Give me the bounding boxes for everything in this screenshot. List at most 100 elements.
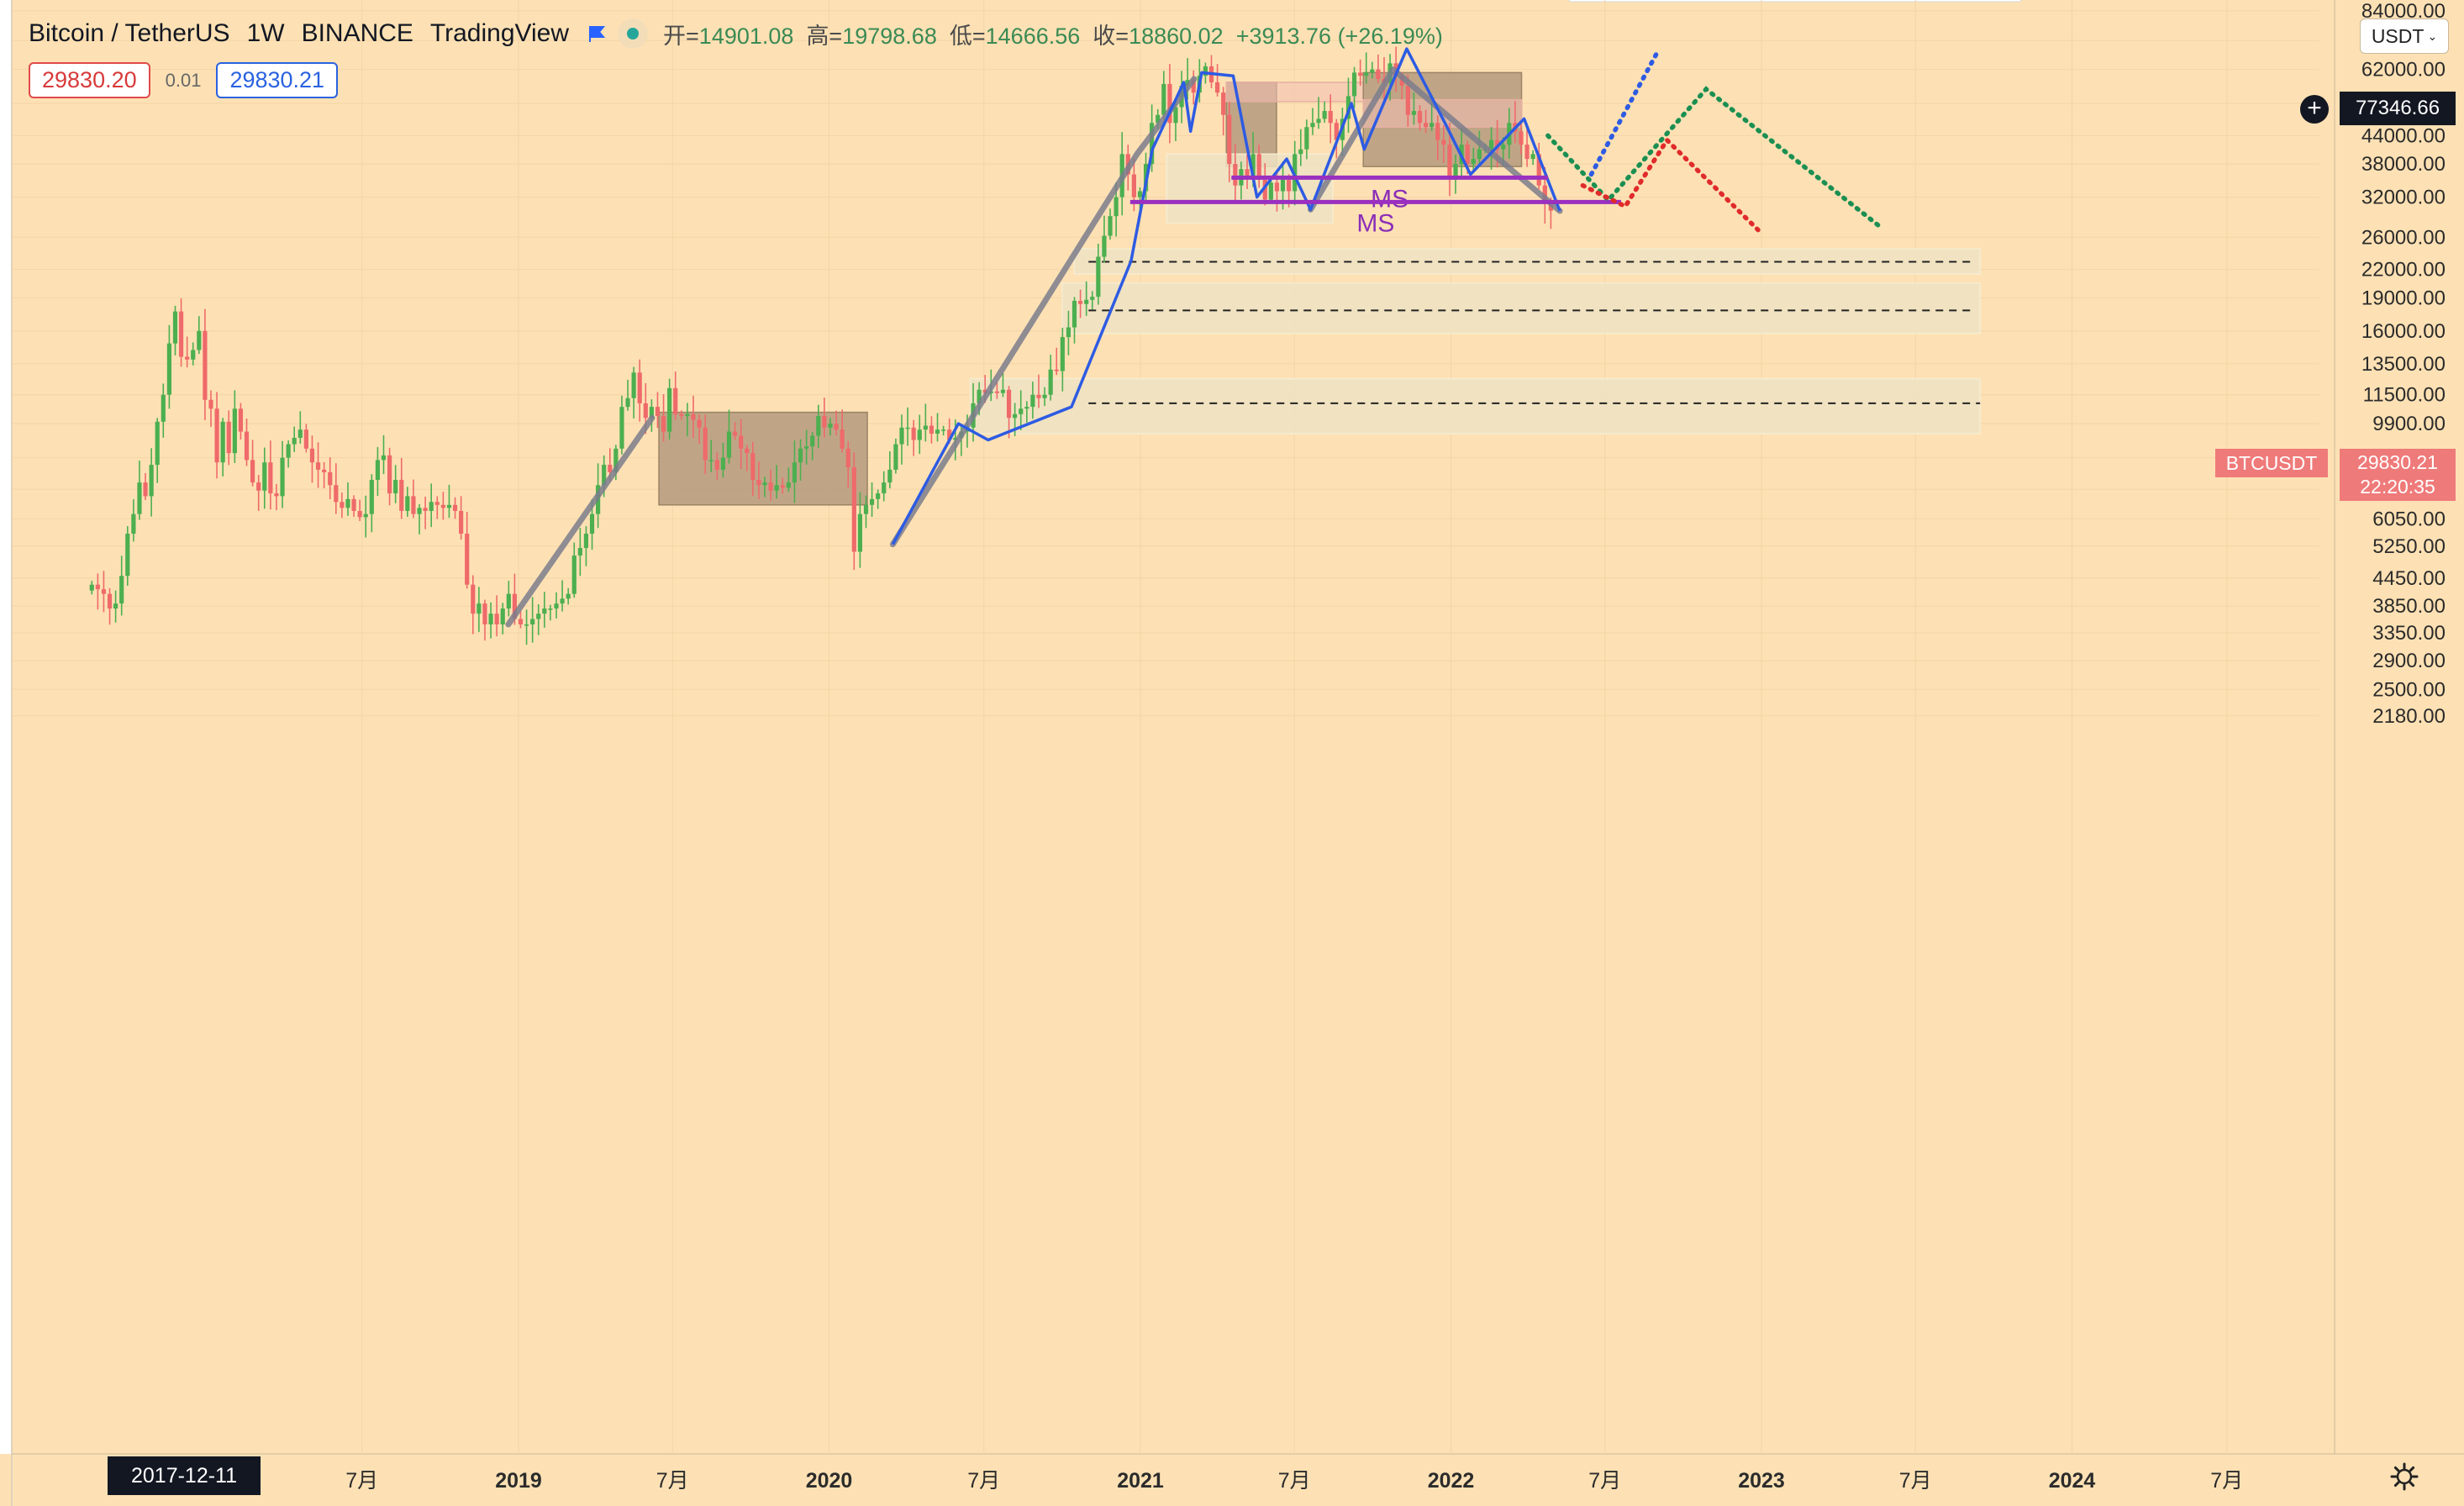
- price-axis-background: [2319, 0, 2464, 1454]
- candle-body: [471, 584, 476, 614]
- candle-body: [1405, 85, 1410, 115]
- candle-body: [423, 508, 428, 511]
- candle-body: [1530, 154, 1535, 160]
- projection-paths[interactable]: [1545, 49, 1882, 233]
- candle-body: [863, 504, 869, 514]
- time-axis-background: [0, 1454, 2464, 1506]
- candle-body: [1471, 159, 1476, 165]
- candle-body: [518, 619, 524, 625]
- candle-body: [1280, 180, 1286, 192]
- candle-body: [530, 619, 535, 625]
- high-label: 高=: [806, 23, 843, 49]
- zones: [658, 71, 1981, 506]
- price-tick-label: 2180.00: [2372, 705, 2446, 728]
- candle-body: [571, 556, 577, 594]
- currency-label: USDT: [2371, 24, 2425, 47]
- candle-body: [1310, 123, 1315, 128]
- time-tick-label: 7月: [1588, 1469, 1621, 1493]
- candle-body: [387, 455, 392, 494]
- candle-body: [882, 482, 887, 494]
- candle-body: [869, 498, 875, 505]
- close-label: 收=: [1092, 23, 1129, 49]
- time-tick-label: 2021: [1117, 1469, 1164, 1493]
- symbol-name[interactable]: Bitcoin / TetherUS: [29, 19, 230, 47]
- candle-body: [560, 598, 565, 604]
- price-tick-label: 32000.00: [2361, 187, 2446, 209]
- flag-icon[interactable]: [587, 24, 606, 43]
- candle-body: [851, 466, 856, 552]
- low-label: 低=: [949, 23, 986, 49]
- candle-body: [637, 372, 642, 403]
- candle-body: [250, 460, 255, 483]
- time-axis[interactable]: 7月 2019 7月 2020 7月 2021 7月 2022 7月 2023 7月 2024 7月: [345, 1469, 2243, 1493]
- time-tick-label: 7月: [967, 1469, 1000, 1493]
- candle-body: [1060, 337, 1065, 371]
- currency-select[interactable]: USDT ⌄: [2360, 18, 2449, 54]
- candle-body: [1358, 72, 1363, 76]
- candle-body: [1524, 145, 1529, 160]
- gear-icon[interactable]: [2390, 1462, 2419, 1491]
- ms-level-label: MS: [1371, 185, 1408, 213]
- candle-body: [524, 624, 529, 626]
- candle-body: [232, 408, 237, 454]
- high-value: 19798.68: [842, 23, 937, 49]
- candle-body: [1006, 389, 1012, 419]
- candle-body: [816, 416, 821, 436]
- candle-body: [1322, 111, 1327, 119]
- candle-body: [238, 408, 244, 432]
- candle-body: [774, 485, 779, 491]
- candle-body: [1173, 107, 1178, 124]
- sell-button[interactable]: 29830.20: [29, 62, 150, 98]
- top-panel-edge: [1567, 0, 2023, 3]
- price-tick-label: 16000.00: [2361, 320, 2446, 343]
- candle-body: [476, 603, 482, 614]
- add-alert-icon[interactable]: +: [2300, 95, 2329, 124]
- last-price-value: 29830.21: [2357, 451, 2438, 473]
- zone-pink: [1225, 82, 1364, 103]
- market-status-icon[interactable]: [618, 18, 649, 49]
- candle-body: [1411, 111, 1417, 115]
- candle-body: [845, 448, 850, 467]
- candle-body: [322, 469, 327, 472]
- candle-body: [328, 471, 333, 486]
- candle-body: [446, 504, 452, 508]
- interval-label[interactable]: 1W: [246, 19, 285, 47]
- candle-body: [1441, 140, 1446, 145]
- candle-body: [482, 603, 487, 625]
- buy-button[interactable]: 29830.21: [216, 62, 339, 98]
- candle-body: [1114, 197, 1119, 217]
- candle-body: [923, 425, 928, 430]
- candle-body: [810, 435, 815, 447]
- blue-trendlines[interactable]: [891, 47, 1561, 545]
- ohlc-values: 开=14901.08 高=19798.68 低=14666.56 收=18860…: [663, 18, 1443, 50]
- time-tick-label: 2022: [1428, 1469, 1475, 1493]
- price-tick-label: 3850.00: [2372, 595, 2446, 618]
- candle-body: [1084, 299, 1089, 304]
- candle-body: [494, 613, 499, 625]
- candle-body: [566, 593, 571, 599]
- candle-body: [149, 465, 154, 497]
- candle-body: [602, 465, 607, 486]
- candle-body: [1304, 127, 1309, 150]
- candle-body: [822, 416, 827, 428]
- candle-body: [178, 311, 184, 357]
- bar-countdown: 22:20:35: [2360, 476, 2435, 498]
- candle-body: [1048, 369, 1053, 395]
- candle-body: [625, 398, 630, 408]
- candle-body: [905, 427, 910, 429]
- candle-body: [1167, 83, 1172, 124]
- candle-body: [1262, 180, 1267, 200]
- candle-body: [1000, 389, 1006, 393]
- candle-body: [1316, 118, 1321, 124]
- candle-body: [726, 431, 732, 458]
- candle-body: [440, 504, 445, 508]
- candle-body: [1298, 149, 1303, 155]
- price-tick-label: 2900.00: [2372, 650, 2446, 672]
- candle-body: [506, 593, 511, 609]
- candle-body: [315, 462, 321, 470]
- candle-body: [649, 407, 654, 419]
- projection-path: [1580, 136, 1761, 233]
- candle-body: [1334, 123, 1339, 140]
